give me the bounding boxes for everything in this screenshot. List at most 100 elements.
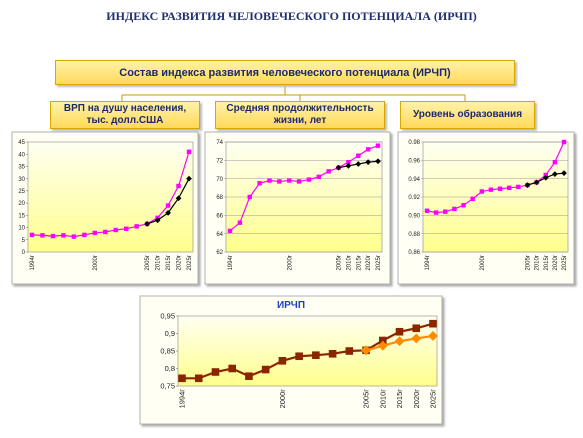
x-tick-label: 2015г xyxy=(544,254,550,270)
data-point xyxy=(488,187,494,192)
data-point xyxy=(479,189,484,194)
data-point xyxy=(278,357,287,365)
data-point xyxy=(328,350,337,358)
x-tick-label: 2010г xyxy=(156,254,162,270)
data-point xyxy=(247,194,252,200)
y-tick-label: 0,85 xyxy=(160,347,175,356)
data-point xyxy=(261,365,270,374)
data-point xyxy=(113,227,118,233)
data-point xyxy=(411,333,422,344)
y-tick-label: 35 xyxy=(18,165,25,171)
y-tick-label: 15 xyxy=(18,213,25,219)
x-tick-label: 2000г xyxy=(480,254,486,270)
y-tick-label: 64 xyxy=(216,232,223,238)
data-point xyxy=(395,327,404,336)
data-point xyxy=(365,147,371,152)
data-point xyxy=(245,372,253,380)
y-tick-label: 0.90 xyxy=(408,213,420,219)
y-tick-label: 25 xyxy=(18,189,25,195)
data-point xyxy=(429,319,437,328)
data-point xyxy=(346,159,351,165)
data-point xyxy=(524,182,531,188)
data-point xyxy=(228,364,236,373)
data-point xyxy=(186,149,192,154)
y-tick-label: 0.96 xyxy=(408,158,420,164)
y-tick-label: 0.88 xyxy=(408,232,420,238)
y-tick-label: 70 xyxy=(216,177,223,183)
data-point xyxy=(175,195,182,202)
data-point xyxy=(443,209,448,214)
plot-area xyxy=(177,315,438,387)
y-tick-label: 0.98 xyxy=(408,140,420,146)
data-point xyxy=(497,186,503,191)
data-point xyxy=(377,340,388,351)
data-point xyxy=(365,159,371,166)
data-point xyxy=(144,221,150,227)
x-tick-label: 2015г xyxy=(395,389,404,409)
data-point xyxy=(542,174,549,181)
data-point xyxy=(186,175,192,182)
y-tick-label: 20 xyxy=(18,201,25,207)
data-point xyxy=(361,345,372,356)
y-tick-label: 62 xyxy=(216,250,223,256)
data-point xyxy=(355,161,362,167)
data-point xyxy=(267,178,272,183)
x-tick-label: 2005г xyxy=(337,254,343,270)
x-tick-label: 2005г xyxy=(145,254,151,270)
y-tick-label: 66 xyxy=(216,213,223,219)
y-tick-label: 0,75 xyxy=(160,382,175,391)
data-point xyxy=(345,162,352,169)
x-tick-label: 2025г xyxy=(429,389,438,409)
page-title: ИНДЕКС РАЗВИТИЯ ЧЕЛОВЕЧЕСКОГО ПОТЕНЦИАЛА… xyxy=(106,9,477,23)
data-point xyxy=(29,232,35,238)
x-tick-label: 2020г xyxy=(412,389,421,409)
y-tick-label: 74 xyxy=(216,140,223,146)
y-tick-label: 0.94 xyxy=(408,177,420,183)
data-point xyxy=(561,139,567,145)
x-tick-label: 2025г xyxy=(187,254,193,270)
y-tick-label: 0,9 xyxy=(165,329,175,338)
component-box: ВРП на душу населения, тыс. долл.США xyxy=(50,101,200,129)
data-point xyxy=(50,233,56,239)
data-point xyxy=(211,368,220,376)
data-point xyxy=(165,203,171,208)
x-tick-label: 2000г xyxy=(278,389,287,409)
data-point xyxy=(452,206,457,212)
y-tick-label: 0.92 xyxy=(408,195,420,201)
data-point xyxy=(296,179,302,184)
data-point xyxy=(92,230,97,236)
component-box: Уровень образования xyxy=(400,101,535,129)
y-tick-label: 30 xyxy=(18,177,25,183)
y-tick-label: 5 xyxy=(22,238,26,244)
data-point xyxy=(227,228,233,234)
data-point xyxy=(124,226,129,231)
main-box: Состав индекса развития человеческого по… xyxy=(55,60,515,85)
x-tick-label: 2005г xyxy=(362,389,371,409)
x-tick-label: 2000г xyxy=(93,254,99,270)
data-point xyxy=(134,224,139,229)
x-tick-label: 2010г xyxy=(535,254,541,270)
data-point xyxy=(412,324,421,333)
y-tick-label: 45 xyxy=(18,140,25,146)
data-point xyxy=(165,210,171,216)
data-point xyxy=(345,347,354,355)
data-point xyxy=(40,233,45,238)
y-tick-label: 10 xyxy=(18,226,25,232)
x-tick-label: 2020г xyxy=(177,254,183,270)
series-line xyxy=(229,145,379,232)
x-tick-label: 2025г xyxy=(562,254,568,270)
y-tick-label: 0.86 xyxy=(408,250,420,256)
data-point xyxy=(428,331,438,341)
component-box: Средняя продолжительность жизни, лет xyxy=(215,101,385,129)
data-point xyxy=(61,233,66,238)
data-point xyxy=(533,179,540,186)
data-point xyxy=(394,336,405,347)
x-tick-label: 2000г xyxy=(287,254,293,270)
data-point xyxy=(82,232,87,238)
data-point xyxy=(257,181,262,186)
data-point xyxy=(379,336,387,345)
x-tick-label: 1994г xyxy=(228,254,234,270)
y-tick-label: 40 xyxy=(18,152,25,158)
